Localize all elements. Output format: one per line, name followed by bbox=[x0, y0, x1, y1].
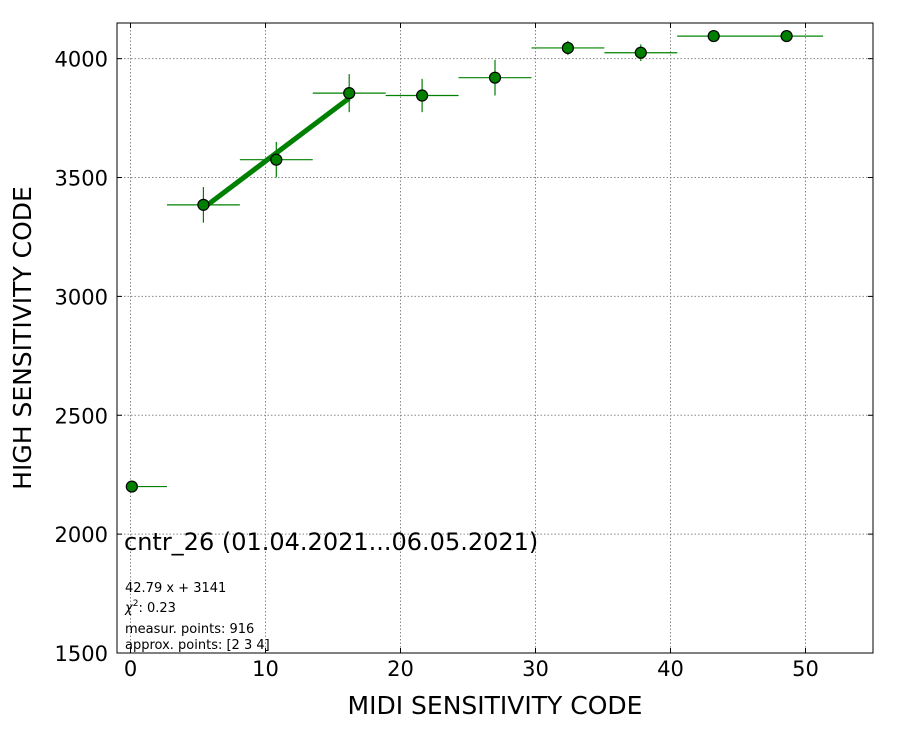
x-tick-label: 50 bbox=[792, 657, 819, 681]
error-bars bbox=[131, 35, 824, 488]
x-tick-label: 0 bbox=[124, 657, 137, 681]
measur-points-annotation: measur. points: 916 bbox=[125, 622, 254, 637]
y-tick-label: 2500 bbox=[55, 404, 108, 428]
data-point bbox=[197, 198, 210, 211]
x-tick-label: 20 bbox=[387, 657, 414, 681]
fit-equation: 42.79 x + 3141 bbox=[125, 581, 226, 596]
data-point bbox=[416, 89, 429, 102]
approx-points-annotation: approx. points: [2 3 4] bbox=[125, 638, 270, 653]
x-tick-label: 40 bbox=[657, 657, 684, 681]
chart-annotation-title: cntr_26 (01.04.2021...06.05.2021) bbox=[124, 528, 538, 556]
chi2-annotation: χ2: 0.23 bbox=[124, 599, 176, 616]
y-tick-label: 2000 bbox=[55, 523, 108, 547]
data-point bbox=[561, 41, 575, 55]
x-tick-label: 30 bbox=[522, 657, 549, 681]
chi2-value: : 0.23 bbox=[138, 601, 175, 616]
x-axis-label: MIDI SENSITIVITY CODE bbox=[348, 691, 643, 720]
data-points bbox=[125, 29, 793, 493]
y-tick-label: 1500 bbox=[55, 642, 108, 666]
data-point bbox=[343, 87, 356, 100]
y-tick-label: 3000 bbox=[55, 285, 108, 309]
chi-symbol: χ bbox=[124, 601, 134, 616]
y-tick-label: 3500 bbox=[55, 167, 108, 191]
data-point bbox=[707, 29, 720, 43]
y-tick-label: 4000 bbox=[55, 48, 108, 72]
x-tick-label: 10 bbox=[252, 657, 279, 681]
data-point bbox=[125, 480, 138, 493]
y-axis-label: HIGH SENSITIVITY CODE bbox=[8, 186, 37, 490]
data-point bbox=[488, 71, 502, 84]
data-point bbox=[780, 29, 793, 43]
chi-superscript: 2 bbox=[133, 599, 139, 609]
grid bbox=[117, 23, 873, 654]
plot-frame bbox=[116, 22, 874, 654]
data-point bbox=[634, 46, 647, 59]
data-point bbox=[270, 153, 283, 166]
axis-ticks: 0 10 20 30 40 50 1500 2000 2500 3000 3500 4000 bbox=[55, 23, 873, 681]
